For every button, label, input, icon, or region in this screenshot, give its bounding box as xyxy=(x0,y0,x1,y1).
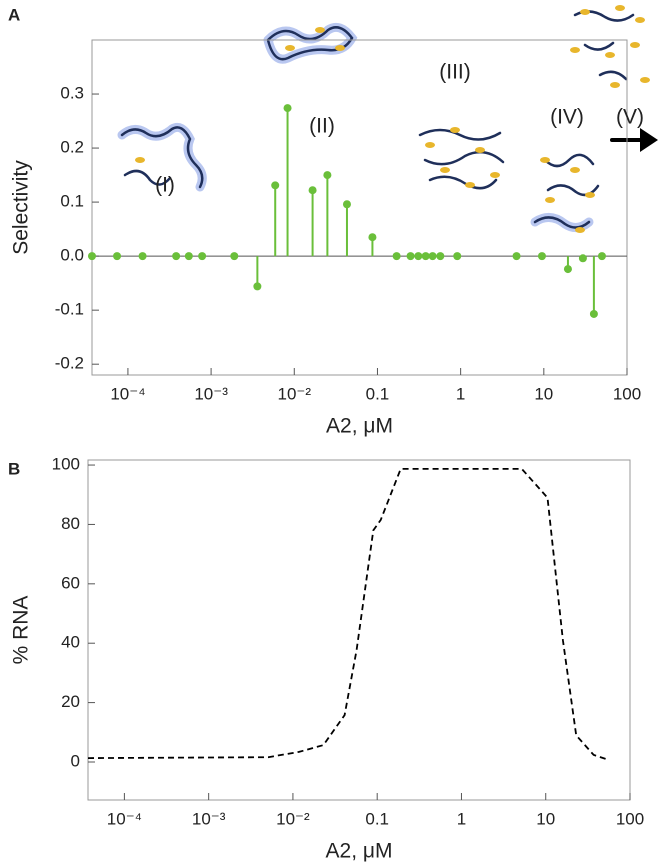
stem-marker xyxy=(414,252,423,261)
x-tick-label: 100 xyxy=(613,384,641,403)
region-label: (III) xyxy=(439,61,471,84)
stem-marker xyxy=(597,252,606,261)
stem-marker xyxy=(436,252,445,261)
region-label: (V) xyxy=(616,106,644,129)
stem-marker xyxy=(138,252,147,261)
x-tick-label: 100 xyxy=(616,809,644,828)
x-tick-label: 10 xyxy=(536,809,555,828)
stem-marker xyxy=(589,309,598,318)
stem-marker xyxy=(578,254,587,263)
stem-marker xyxy=(512,252,521,261)
plot-frame xyxy=(91,39,628,376)
polymer xyxy=(120,126,204,189)
x-tick-label: 10⁻² xyxy=(276,809,310,828)
y-tick-label: 0.2 xyxy=(60,138,84,157)
x-tick-label: 10⁻³ xyxy=(192,809,226,828)
stem-marker xyxy=(342,200,351,209)
x-axis-label: A2, μM xyxy=(326,415,393,438)
region-label: (IV) xyxy=(550,106,584,129)
y-tick-label: 0.3 xyxy=(60,84,84,103)
x-tick-label: 10⁻⁴ xyxy=(107,809,142,828)
stem-marker xyxy=(172,252,181,261)
stem-marker xyxy=(563,265,572,274)
y-tick-label: 80 xyxy=(61,514,80,533)
panel-label: A xyxy=(8,5,20,24)
y-axis-label: Selectivity xyxy=(10,160,33,255)
x-tick-label: 1 xyxy=(456,384,465,403)
stem-marker xyxy=(406,252,415,261)
stem-marker xyxy=(271,181,280,190)
dashed-line xyxy=(87,468,610,761)
stem-marker xyxy=(453,252,462,261)
stem-marker xyxy=(537,252,546,261)
plot-frame xyxy=(87,459,631,801)
stem-marker xyxy=(253,282,262,291)
stem-marker xyxy=(184,252,193,261)
stem-marker xyxy=(308,186,317,195)
y-tick-label: -0.2 xyxy=(55,354,84,373)
protein-dots xyxy=(135,5,650,233)
y-tick-label: 100 xyxy=(52,455,80,474)
stem-marker xyxy=(88,252,96,261)
x-tick-label: 10⁻³ xyxy=(194,384,228,403)
region-label: (II) xyxy=(309,115,335,138)
y-tick-label: 0.1 xyxy=(60,192,84,211)
y-tick-label: 0 xyxy=(71,751,80,770)
stem-marker xyxy=(368,233,377,242)
y-tick-label: -0.1 xyxy=(55,300,84,319)
stem-marker xyxy=(198,252,207,261)
y-tick-label: 60 xyxy=(61,573,80,592)
x-tick-label: 10⁻⁴ xyxy=(110,384,145,403)
polymer xyxy=(418,128,505,190)
stem-marker xyxy=(323,171,332,180)
x-tick-label: 0.1 xyxy=(365,809,389,828)
stem-marker xyxy=(392,252,401,261)
stem-marker xyxy=(421,252,430,261)
x-tick-label: 10⁻² xyxy=(278,384,312,403)
y-tick-label: 40 xyxy=(61,633,80,652)
y-tick-label: 20 xyxy=(61,692,80,711)
polymer xyxy=(533,10,635,229)
x-tick-label: 0.1 xyxy=(366,384,390,403)
x-axis-label: A2, μM xyxy=(326,840,393,863)
y-axis-label: % RNA xyxy=(10,596,33,665)
polymer xyxy=(123,169,172,186)
panel-label: B xyxy=(8,459,20,478)
arrow-head xyxy=(640,128,658,152)
stem-marker xyxy=(283,104,292,113)
stem-marker xyxy=(230,252,239,261)
x-tick-label: 1 xyxy=(457,809,466,828)
x-tick-label: 10 xyxy=(534,384,553,403)
stem-marker xyxy=(113,252,122,261)
stem-marker xyxy=(428,252,437,261)
illustrations xyxy=(117,5,658,233)
polymer xyxy=(266,26,354,61)
region-label: (I) xyxy=(155,174,175,197)
y-tick-label: 0.0 xyxy=(60,246,84,265)
